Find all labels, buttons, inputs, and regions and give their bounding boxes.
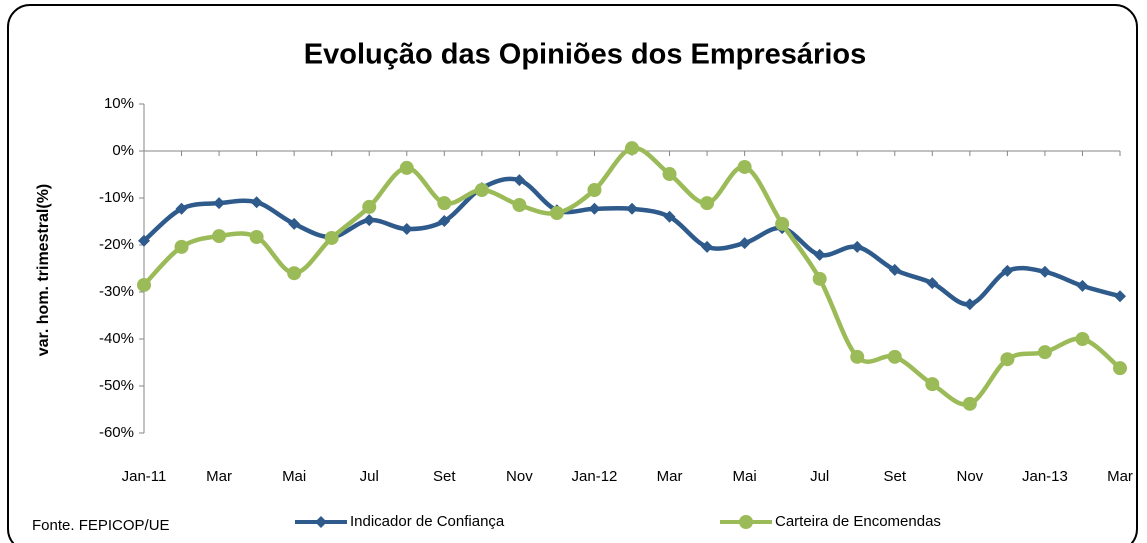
- data-point: [474, 183, 489, 198]
- data-point: [1001, 264, 1014, 277]
- data-point: [288, 217, 301, 230]
- data-point: [1038, 265, 1051, 278]
- data-point: [662, 167, 677, 182]
- data-point: [700, 196, 715, 211]
- data-point: [663, 210, 676, 223]
- y-tick-label: 0%: [112, 142, 134, 159]
- data-point: [812, 271, 827, 286]
- data-point: [324, 230, 339, 245]
- data-point: [287, 266, 302, 281]
- x-tick-label: Nov: [957, 468, 984, 485]
- data-point: [399, 160, 414, 175]
- x-tick-label: Jul: [810, 468, 829, 485]
- data-point: [925, 377, 940, 392]
- data-point: [512, 198, 527, 213]
- y-tick-label: -10%: [99, 189, 134, 206]
- data-point: [362, 199, 377, 214]
- data-point: [1037, 345, 1052, 360]
- x-tick-label: Jan-12: [572, 468, 618, 485]
- x-tick-label: Mar: [657, 468, 683, 485]
- y-tick-label: -50%: [99, 377, 134, 394]
- chart-frame: [7, 4, 1138, 543]
- x-tick-label: Set: [884, 468, 907, 485]
- x-tick-label: Jan-13: [1022, 468, 1068, 485]
- y-axis-title: var. hom. trimestral(%): [35, 184, 52, 357]
- x-tick-label: Mai: [733, 468, 757, 485]
- x-tick-label: Mar: [1107, 468, 1133, 485]
- data-point: [813, 248, 826, 261]
- data-point: [250, 196, 263, 209]
- data-point: [701, 240, 714, 253]
- y-tick-label: -30%: [99, 283, 134, 300]
- data-point: [963, 298, 976, 311]
- y-tick-label: -20%: [99, 236, 134, 253]
- data-point: [400, 223, 413, 236]
- legend-marker: [739, 515, 753, 529]
- data-point: [137, 277, 151, 292]
- data-point: [926, 277, 939, 290]
- legend-label: Carteira de Encomendas: [775, 513, 941, 530]
- data-point: [363, 214, 376, 227]
- data-point: [737, 159, 752, 174]
- data-point: [625, 141, 639, 156]
- data-point: [775, 216, 790, 231]
- x-tick-label: Set: [433, 468, 456, 485]
- series-line: [142, 145, 1122, 407]
- data-point: [212, 229, 227, 244]
- data-point: [887, 349, 902, 364]
- data-point: [1114, 290, 1126, 303]
- data-point: [850, 349, 865, 364]
- x-tick-label: Nov: [506, 468, 533, 485]
- x-tick-label: Mar: [206, 468, 232, 485]
- y-tick-label: -40%: [99, 330, 134, 347]
- data-point: [174, 239, 189, 254]
- data-point: [138, 234, 150, 247]
- data-point: [249, 230, 264, 245]
- x-tick-label: Mai: [282, 468, 306, 485]
- data-point: [175, 202, 188, 215]
- data-point: [438, 215, 451, 228]
- data-point: [1000, 352, 1015, 367]
- x-tick-label: Jul: [360, 468, 379, 485]
- data-point: [888, 263, 901, 276]
- data-point: [549, 206, 564, 221]
- y-tick-label: 10%: [104, 95, 134, 112]
- chart-title: Evolução das Opiniões dos Empresários: [304, 39, 866, 71]
- x-tick-label: Jan-11: [122, 468, 167, 485]
- legend-marker: [315, 516, 327, 528]
- y-tick-label: -60%: [99, 424, 134, 441]
- data-point: [1075, 332, 1090, 346]
- data-point: [588, 202, 601, 215]
- data-point: [738, 237, 751, 250]
- data-point: [851, 240, 864, 253]
- data-point: [213, 197, 226, 210]
- data-point: [513, 174, 526, 187]
- data-point: [626, 202, 638, 215]
- data-point: [437, 196, 452, 211]
- data-point: [587, 183, 602, 198]
- data-point: [962, 396, 977, 411]
- source-note: Fonte. FEPICOP/UE: [32, 517, 170, 534]
- data-point: [1113, 361, 1127, 376]
- data-point: [1076, 279, 1089, 292]
- legend-label: Indicador de Confiança: [350, 513, 505, 530]
